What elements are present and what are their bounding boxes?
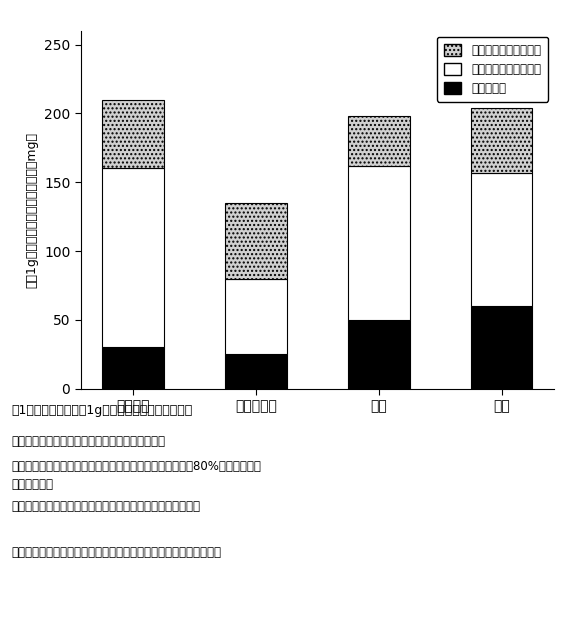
Text: ぼろたん、国見、筑波：ニホングリ、宮崎支那栗：チュウゴクグリ: ぼろたん、国見、筑波：ニホングリ、宮崎支那栗：チュウゴクグリ — [12, 546, 222, 559]
Text: 図1．供試品種の渋皮1g当たりのポリフェノール量: 図1．供試品種の渋皮1g当たりのポリフェノール量 — [12, 404, 193, 417]
Bar — [102, 100, 164, 168]
Text: 水溶性画分：渋皮を水中で攞拌して抄出した画分: 水溶性画分：渋皮を水中で攞拌して抄出した画分 — [12, 435, 166, 448]
Text: 抄出した画分: 抄出した画分 — [12, 478, 54, 491]
Bar — [102, 347, 164, 389]
Y-axis label: 渋皮1g当たりのポリフェノール量（mg）: 渋皮1g当たりのポリフェノール量（mg） — [25, 132, 39, 288]
Text: アルコール不溶性画分：アルコール可溶性画分抄出後の残湣: アルコール不溶性画分：アルコール可溶性画分抄出後の残湣 — [12, 500, 201, 513]
Bar — [225, 354, 287, 389]
Bar — [471, 108, 533, 173]
Bar — [102, 168, 164, 347]
Bar — [348, 166, 410, 320]
Bar — [225, 279, 287, 354]
Text: アルコール可溶性画分：水溶性画分抄出後の渋皮を粉砕め80%メタノールで: アルコール可溶性画分：水溶性画分抄出後の渋皮を粉砕め80%メタノールで — [12, 460, 261, 473]
Bar — [348, 320, 410, 389]
Bar — [225, 203, 287, 279]
Bar — [471, 306, 533, 389]
Bar — [471, 173, 533, 306]
Legend: アルコール不溶性画分, アルコール可溶性画分, 水溶性画分: アルコール不溶性画分, アルコール可溶性画分, 水溶性画分 — [437, 37, 548, 102]
Bar — [348, 116, 410, 166]
